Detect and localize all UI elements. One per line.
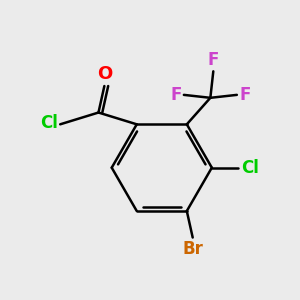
Text: Cl: Cl	[241, 159, 259, 177]
Text: F: F	[239, 86, 250, 104]
Text: O: O	[97, 65, 112, 83]
Text: F: F	[170, 86, 182, 104]
Text: Br: Br	[182, 240, 203, 258]
Text: F: F	[208, 51, 219, 69]
Text: Cl: Cl	[40, 114, 58, 132]
